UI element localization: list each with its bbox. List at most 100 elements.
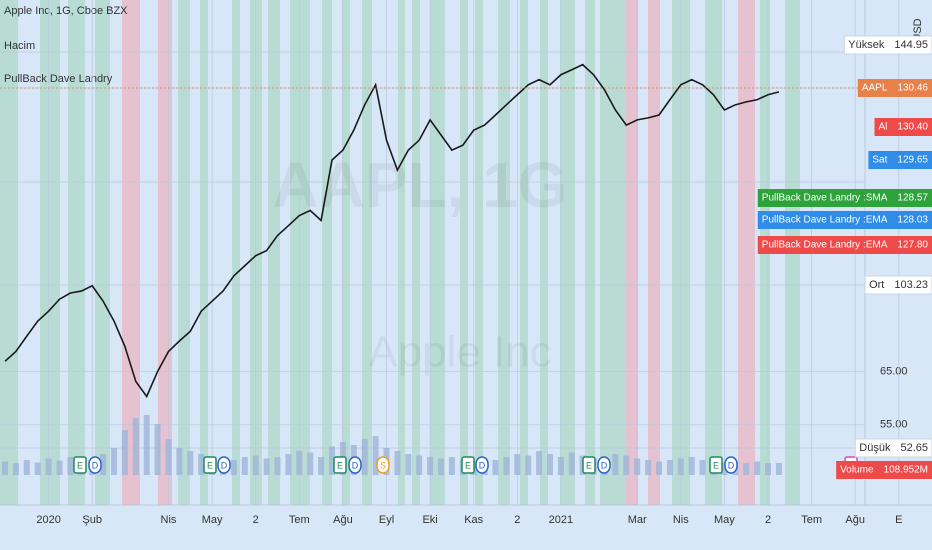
y-tick-label: 65.00	[880, 365, 908, 377]
x-tick-label: Ağu	[333, 514, 353, 526]
price-label-value: 128.57	[897, 193, 928, 204]
volume-bar	[23, 460, 30, 475]
volume-bar	[536, 451, 543, 475]
volume-bar	[634, 458, 641, 475]
buy-band	[585, 0, 595, 505]
event-marker	[217, 456, 231, 474]
price-label-box	[757, 211, 932, 229]
x-tick-label: 2	[765, 514, 771, 526]
price-label-box	[854, 438, 932, 458]
buy-band	[540, 0, 548, 505]
price-label-box	[843, 35, 932, 55]
volume-bar	[666, 460, 673, 475]
price-label: Al 130.40	[874, 118, 932, 136]
buy-band	[362, 0, 372, 505]
volume-bar	[111, 448, 117, 475]
buy-band	[560, 0, 575, 505]
price-label: AAPL 130.46	[857, 79, 932, 97]
event-marker	[333, 456, 347, 474]
volume-bar	[45, 458, 52, 475]
volume-bar	[394, 451, 401, 475]
volume-bar	[514, 454, 521, 475]
buy-band	[178, 0, 190, 505]
x-tick-label: Nis	[161, 514, 177, 526]
event-marker	[709, 456, 723, 474]
x-tick-label: 2	[253, 514, 259, 526]
volume-bar	[132, 418, 139, 475]
x-tick-label: Kas	[464, 514, 483, 526]
volume-bar	[143, 415, 150, 475]
buy-band	[430, 0, 445, 505]
volume-bar	[34, 462, 41, 475]
x-tick-label: 2020	[36, 514, 60, 526]
price-label-box	[857, 79, 932, 97]
volume-bar	[547, 454, 553, 475]
volume-bar	[427, 457, 434, 475]
volume-bar	[176, 448, 183, 475]
volume-bar	[372, 436, 379, 475]
event-label: D	[728, 460, 735, 470]
event-marker	[724, 456, 738, 474]
legend-item: PullBack Dave Landry	[4, 73, 113, 85]
x-tick-label: Eyl	[379, 514, 394, 526]
buy-band	[40, 0, 60, 505]
event-marker	[376, 456, 390, 474]
price-label-value: 52.65	[900, 442, 928, 454]
price-label-value: 130.40	[897, 122, 928, 133]
volume-bar	[285, 454, 292, 475]
sell-band	[648, 0, 660, 505]
event-label: E	[713, 460, 719, 470]
sell-band	[738, 0, 755, 505]
buy-band	[475, 0, 483, 505]
buy-band	[200, 0, 208, 505]
price-label-value: 103.23	[894, 279, 928, 291]
event-marker	[88, 456, 102, 474]
buy-band	[95, 0, 110, 505]
price-label: PullBack Dave Landry :SMA 128.57	[757, 189, 932, 207]
event-marker	[461, 456, 475, 474]
event-label: E	[465, 460, 471, 470]
price-label-box	[757, 236, 932, 254]
event-marker	[73, 456, 87, 474]
x-tick-label: Tem	[289, 514, 310, 526]
volume-bar	[743, 463, 750, 475]
volume-bar	[100, 454, 107, 475]
price-label-box	[868, 151, 932, 169]
volume-bar	[230, 460, 237, 475]
event-label: E	[207, 460, 213, 470]
volume-bar	[721, 463, 728, 475]
event-marker	[348, 456, 362, 474]
volume-bar	[361, 439, 368, 475]
volume-bar	[656, 461, 662, 475]
price-label-value: 128.03	[897, 215, 928, 226]
price-label-value: 130.46	[897, 83, 928, 94]
volume-bar	[2, 461, 8, 475]
price-label: Yüksek 144.95	[843, 35, 932, 55]
event-marker	[597, 456, 611, 474]
volume-bar	[12, 463, 19, 475]
price-label-box	[874, 118, 932, 136]
price-label: Düşük 52.65	[854, 438, 932, 458]
volume-bar	[677, 458, 684, 475]
buy-band	[412, 0, 420, 505]
x-tick-label: E	[895, 514, 902, 526]
volume-bar	[274, 457, 281, 475]
price-label-name: Sat	[872, 155, 887, 166]
volume-bar	[318, 457, 325, 475]
volume-bar	[438, 458, 444, 475]
volume-bar	[699, 460, 706, 475]
volume-bar	[187, 451, 194, 475]
price-label-value: 127.80	[897, 240, 928, 251]
volume-bar	[307, 452, 314, 475]
price-label-name: PullBack Dave Landry :EMA	[762, 240, 888, 251]
price-label-name: PullBack Dave Landry :EMA	[762, 215, 888, 226]
price-label-box	[864, 275, 932, 295]
x-tick-label: Tem	[801, 514, 822, 526]
price-label: Volume 108.952M	[836, 461, 932, 479]
price-line	[4, 63, 780, 399]
x-tick-label: Ağu	[845, 514, 865, 526]
volume-bar	[503, 457, 510, 475]
volume-bar	[525, 455, 532, 475]
chart-title: Apple Inc, 1G, Cboe BZX	[4, 5, 128, 17]
